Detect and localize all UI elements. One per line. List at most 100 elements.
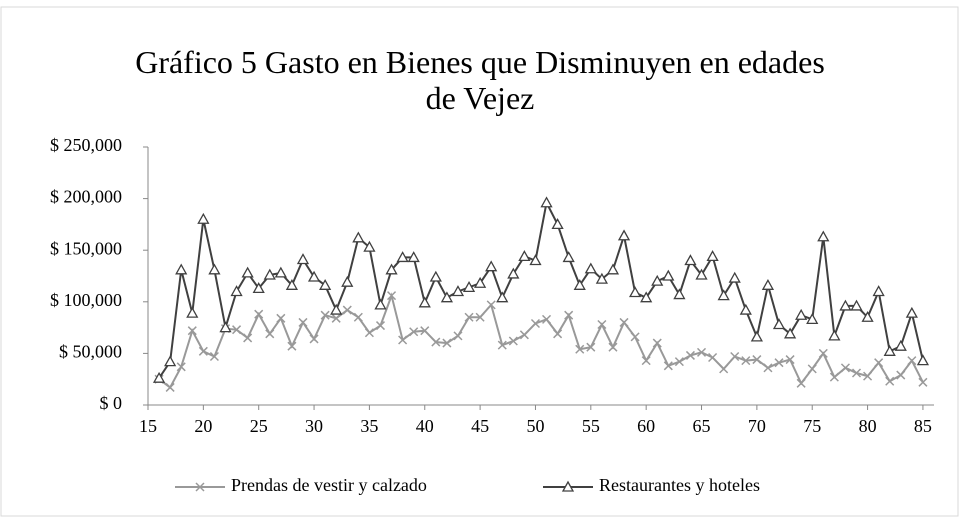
point-marker — [263, 268, 276, 280]
point-marker — [508, 336, 518, 346]
point-marker — [785, 355, 795, 365]
x-tick-label: 40 — [416, 416, 434, 436]
point-marker — [739, 303, 752, 315]
x-tick-label: 35 — [360, 416, 378, 436]
point-marker — [918, 377, 928, 387]
point-marker — [375, 321, 386, 331]
point-marker — [695, 268, 708, 280]
point-marker — [507, 267, 520, 279]
point-marker — [730, 351, 740, 362]
point-marker — [451, 285, 465, 297]
x-tick-label: 75 — [803, 416, 821, 436]
point-marker — [641, 356, 651, 366]
point-marker — [252, 282, 265, 294]
point-marker — [772, 318, 786, 330]
point-marker — [905, 306, 918, 318]
x-tick-label: 45 — [471, 416, 489, 436]
point-marker — [254, 309, 264, 319]
point-marker — [518, 250, 531, 262]
point-marker — [564, 310, 574, 320]
point-marker — [407, 251, 420, 263]
point-marker — [861, 310, 874, 322]
point-marker — [152, 371, 166, 383]
point-marker — [309, 334, 319, 344]
point-marker — [420, 326, 430, 336]
point-marker — [894, 339, 907, 351]
point-marker — [485, 260, 498, 272]
point-marker — [708, 352, 718, 363]
point-marker — [519, 330, 529, 340]
point-marker — [839, 299, 852, 311]
point-marker — [243, 333, 253, 343]
legend-label: Restaurantes y hoteles — [599, 475, 760, 495]
point-marker — [750, 330, 763, 342]
point-marker — [763, 363, 773, 373]
y-tick-label: $ 100,000 — [50, 290, 122, 310]
point-marker — [453, 331, 463, 341]
x-tick-label: 15 — [139, 416, 157, 436]
point-marker — [662, 269, 675, 281]
point-marker — [195, 482, 205, 492]
point-marker — [474, 276, 487, 288]
series-line — [158, 292, 924, 389]
point-marker — [673, 288, 686, 300]
y-tick-label: $ 0 — [100, 393, 123, 413]
point-marker — [462, 281, 476, 293]
point-marker — [597, 319, 607, 330]
x-tick-label: 70 — [748, 416, 766, 436]
point-marker — [496, 291, 509, 303]
point-marker — [586, 342, 596, 352]
point-marker — [595, 272, 608, 284]
point-marker — [209, 351, 219, 362]
x-tick-label: 25 — [250, 416, 268, 436]
point-marker — [364, 328, 374, 338]
point-marker — [464, 312, 474, 322]
point-marker — [176, 362, 186, 372]
point-marker — [387, 291, 397, 301]
point-marker — [863, 371, 873, 381]
point-marker — [807, 364, 817, 374]
x-tick-label: 65 — [693, 416, 711, 436]
point-marker — [606, 263, 620, 275]
point-marker — [617, 229, 631, 241]
point-marker — [197, 212, 210, 224]
point-marker — [896, 370, 906, 380]
point-marker — [584, 262, 597, 274]
point-marker — [320, 310, 330, 320]
point-marker — [440, 291, 454, 303]
point-marker — [663, 361, 673, 371]
point-marker — [540, 196, 553, 208]
point-marker — [385, 263, 398, 275]
point-marker — [575, 344, 585, 354]
point-marker — [885, 376, 895, 386]
chart-title: Gráfico 5 Gasto en Bienes que Disminuyen… — [135, 44, 825, 116]
point-marker — [164, 355, 177, 367]
point-marker — [475, 312, 485, 322]
point-marker — [828, 329, 841, 341]
point-marker — [230, 285, 243, 297]
x-tick-label: 60 — [637, 416, 655, 436]
point-marker — [418, 296, 431, 308]
y-tick-label: $ 200,000 — [50, 187, 122, 207]
point-marker — [285, 278, 299, 290]
point-marker — [341, 275, 354, 287]
point-marker — [486, 300, 496, 310]
point-marker — [208, 263, 221, 275]
x-tick-label: 30 — [305, 416, 323, 436]
point-marker — [608, 342, 618, 352]
point-marker — [342, 305, 352, 315]
x-tick-label: 85 — [914, 416, 932, 436]
point-marker — [774, 358, 784, 368]
point-marker — [529, 254, 542, 266]
point-marker — [850, 299, 863, 311]
y-tick-label: $ 250,000 — [50, 135, 122, 155]
point-marker — [307, 270, 321, 282]
point-marker — [829, 372, 839, 382]
point-marker — [298, 317, 308, 327]
point-marker — [551, 218, 564, 230]
point-marker — [619, 317, 629, 327]
point-marker — [352, 231, 365, 243]
series-line — [158, 199, 924, 379]
point-marker — [398, 335, 408, 345]
